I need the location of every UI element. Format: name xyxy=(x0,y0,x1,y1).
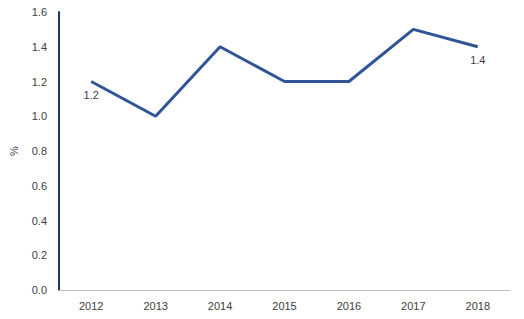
svg-text:1.0: 1.0 xyxy=(32,110,47,122)
svg-text:0.4: 0.4 xyxy=(32,215,47,227)
svg-text:2018: 2018 xyxy=(466,300,490,312)
svg-text:1.6: 1.6 xyxy=(32,6,47,18)
svg-text:1.2: 1.2 xyxy=(32,76,47,88)
svg-text:0.2: 0.2 xyxy=(32,249,47,261)
svg-text:0.0: 0.0 xyxy=(32,284,47,296)
svg-text:2016: 2016 xyxy=(337,300,361,312)
svg-text:2012: 2012 xyxy=(79,300,103,312)
svg-text:1.4: 1.4 xyxy=(32,41,47,53)
svg-text:%: % xyxy=(8,146,20,156)
svg-text:1.2: 1.2 xyxy=(84,89,99,101)
svg-text:2017: 2017 xyxy=(401,300,425,312)
svg-text:2014: 2014 xyxy=(208,300,232,312)
svg-text:0.8: 0.8 xyxy=(32,145,47,157)
svg-text:0.6: 0.6 xyxy=(32,180,47,192)
svg-text:2015: 2015 xyxy=(272,300,296,312)
svg-text:1.4: 1.4 xyxy=(470,54,485,66)
svg-text:2013: 2013 xyxy=(143,300,167,312)
